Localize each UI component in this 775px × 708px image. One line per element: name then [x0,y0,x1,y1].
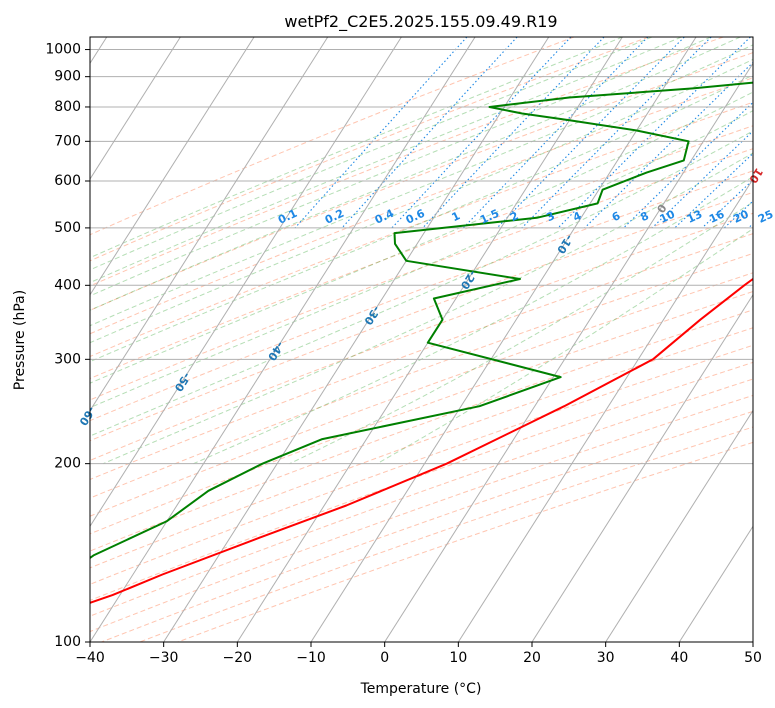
mixing-ratio-line [462,37,649,229]
dry-adiabat-line [90,309,753,552]
temperature-line [90,277,753,604]
x-tick-label: 40 [670,650,688,666]
dry-adiabat-line [90,327,753,569]
isotherm-gridline [90,37,329,412]
isotherm-gridline [90,37,476,642]
dry-adiabat-line [90,77,753,335]
x-tick-label: −20 [223,650,253,666]
isotherm-gridline [310,37,697,642]
x-axis-title: Temperature (°C) [360,681,482,697]
moist-adiabat-line [90,74,753,363]
mixing-ratio-line [701,179,753,229]
x-tick-label: 10 [449,650,467,666]
series-group [90,81,753,604]
isotherm-gridline [90,37,255,296]
y-tick-label: 800 [54,99,81,115]
chart-title: wetPf2_C2E5.2025.155.09.49.R19 [284,12,557,32]
x-tick-label: −40 [75,650,105,666]
isotherm-gridline [531,293,753,642]
mixing-ratio-label: 25 [756,208,775,226]
dry-adiabat-line [90,361,753,601]
moist-adiabat-line [90,37,653,271]
moist-adiabat-line [90,91,753,384]
y-tick-label: 500 [54,220,81,236]
mixing-ratio-label: 20 [731,207,751,225]
mixing-ratio-label: 13 [685,208,704,226]
isotherm-gridline [457,178,753,642]
y-axis-title: Pressure (hPa) [12,290,28,390]
moist-adiabat-line [90,130,753,437]
isotherm-gridline [163,37,550,642]
mixing-ratio-label: 10 [658,207,678,225]
y-tick-label: 400 [54,277,81,293]
isotherm-gridline [384,62,753,642]
moist-adiabat-line [102,152,753,465]
mixing-ratio-line [521,37,712,229]
moist-adiabat-line [90,58,753,344]
x-tick-label: −10 [296,650,326,666]
mixing-ratio-label: 16 [707,207,727,225]
x-tick-label: 20 [523,650,541,666]
y-tick-label: 1000 [45,42,81,58]
isotherm-gridline [678,525,753,642]
moist-adiabat-line [90,37,623,259]
isotherm-gridline [605,409,753,642]
mixing-ratio-line [294,37,468,229]
y-tick-label: 700 [54,133,81,149]
y-tick-label: 100 [54,634,81,650]
y-tick-label: 600 [54,173,81,189]
moist-adiabat-line [289,201,753,465]
x-tick-label: 30 [597,650,615,666]
mixing-ratio-line [623,101,753,229]
y-axis: 100 200 300 400 500 600 700 800 900 1000 [45,42,90,650]
isotherm-gridline [90,37,181,180]
isotherm-gridline [90,37,402,528]
moist-adiabat-line [90,37,741,311]
dry-adiabat-line [90,37,724,287]
x-tick-label: −30 [149,650,179,666]
mixing-ratio-line [496,37,685,229]
mixing-ratio-line [584,61,753,229]
dry-adiabat-line [90,37,649,262]
y-tick-label: 900 [54,69,81,85]
plot-frame [89,36,754,643]
x-tick-label: 50 [744,650,762,666]
mixing-ratio-line [391,37,572,229]
dry-adiabat-line [90,170,753,422]
moist-adiabat-line [90,44,753,327]
x-tick-label: 0 [380,650,389,666]
background-lines [90,37,753,642]
x-axis: −40 −30 −20 −10 0 10 20 30 40 50 [75,642,762,666]
y-tick-label: 200 [54,456,81,472]
dry-adiabat-line [90,394,753,633]
dry-adiabat-line [90,125,753,380]
y-tick-label: 300 [54,351,81,367]
dewpoint-line [90,81,753,560]
moist-adiabat-line [90,37,682,284]
dry-adiabat-line [90,344,753,585]
dry-adiabat-line [90,148,753,401]
dry-adiabat-line [90,378,753,617]
